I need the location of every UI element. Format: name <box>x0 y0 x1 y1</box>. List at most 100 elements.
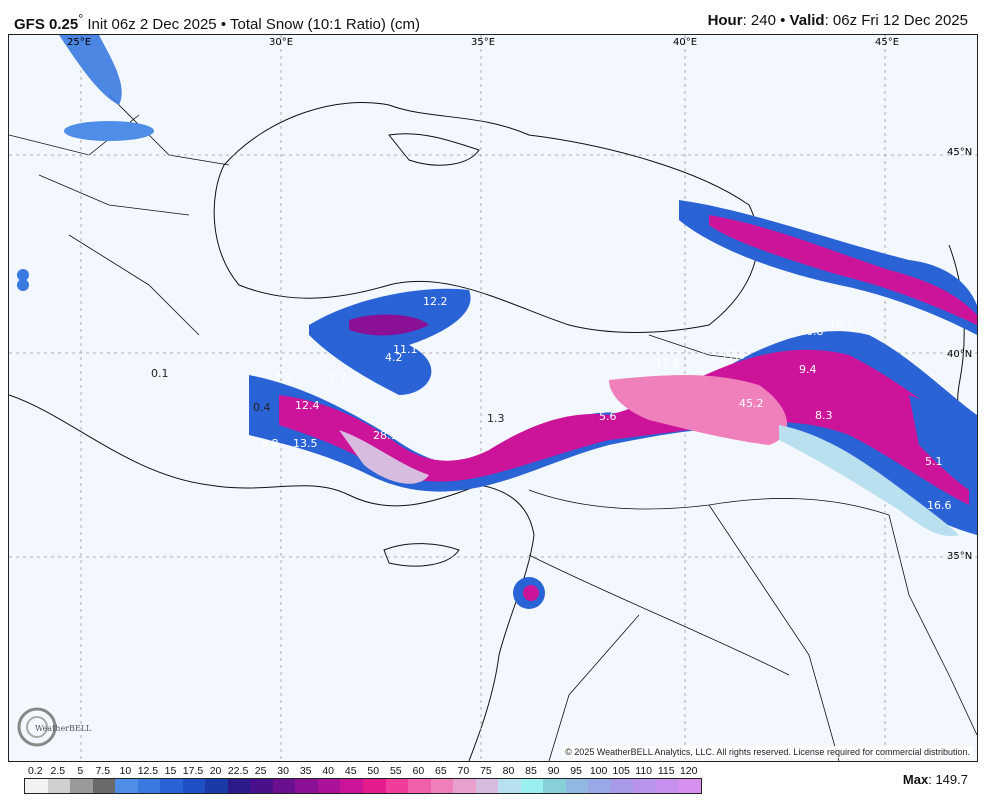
hour-label: Hour <box>707 12 743 29</box>
legend-swatch <box>137 779 161 793</box>
hour-value: 240 <box>750 12 776 29</box>
value-label: 0.4 <box>253 401 271 414</box>
legend-label: 80 <box>502 765 515 777</box>
mediterranean-coast <box>9 394 535 761</box>
value-label: 17.9 <box>721 349 746 362</box>
legend-swatch <box>227 779 251 793</box>
legend-label: 90 <box>547 765 560 777</box>
legend-label: 75 <box>480 765 492 777</box>
legend-label: 17.5 <box>182 765 204 777</box>
legend-label: 100 <box>589 765 608 777</box>
header-right: Hour: 240 • Valid: 06z Fri 12 Dec 2025 <box>707 12 968 29</box>
graticule <box>9 35 977 761</box>
legend-swatch <box>295 779 318 793</box>
value-label: 0.1 <box>151 367 169 380</box>
map-panel: 25°E 30°E 35°E 40°E 45°E 45°N 40°N 35°N … <box>8 34 978 762</box>
value-label: 3.8 <box>274 371 292 384</box>
legend-swatch <box>520 779 544 793</box>
legend-swatch <box>655 779 679 793</box>
legend-swatch <box>678 779 701 793</box>
legend-swatch <box>453 779 476 793</box>
snow-swaths <box>17 35 977 609</box>
cyprus-outline <box>383 543 460 567</box>
legend-swatch <box>408 779 431 793</box>
lat-label: 45°N <box>947 147 972 158</box>
lat-label: 35°N <box>947 551 972 562</box>
value-label: 28.1 <box>373 429 398 442</box>
header-left: GFS 0.25° Init 06z 2 Dec 2025 • Total Sn… <box>14 12 420 33</box>
degree-mark: ° <box>78 12 84 26</box>
legend-label: 25 <box>254 765 267 777</box>
value-label: 5.6 <box>599 410 617 423</box>
legend-swatch <box>610 779 634 793</box>
legend-swatch <box>70 779 93 793</box>
legend-swatch <box>633 779 656 793</box>
legend-label: 0.2 <box>27 765 43 777</box>
separator: • <box>220 16 227 33</box>
legend-label: 70 <box>457 765 470 777</box>
legend-label: 40 <box>322 765 335 777</box>
longitude-labels: 25°E 30°E 35°E 40°E 45°E <box>67 37 899 48</box>
header: GFS 0.25° Init 06z 2 Dec 2025 • Total Sn… <box>0 0 984 34</box>
logo-text: WeatherBELL <box>35 724 92 733</box>
legend-label: 55 <box>389 765 402 777</box>
black-sea <box>213 102 759 333</box>
value-label: 45.2 <box>739 397 764 410</box>
legend-label: 120 <box>679 765 698 777</box>
lon-label: 30°E <box>269 37 293 48</box>
legend-swatch <box>565 779 589 793</box>
legend-label: 10 <box>119 765 132 777</box>
crimea-outline <box>388 133 480 166</box>
value-label: 11.8 <box>655 357 680 370</box>
swirl-logo-icon: WeatherBELL <box>17 707 92 747</box>
legend-label: 85 <box>525 765 537 777</box>
legend-swatch <box>160 779 183 793</box>
lon-label: 45°E <box>875 37 899 48</box>
value-label: 5.1 <box>925 455 943 468</box>
legend-label: 7.5 <box>95 765 111 777</box>
legend-swatch <box>272 779 296 793</box>
legend-swatch <box>25 779 48 793</box>
value-label: 1.3 <box>487 412 505 425</box>
legend-swatch <box>340 779 363 793</box>
max-value-box: Max: 149.7 <box>902 772 968 787</box>
value-label: 11.1 <box>393 343 418 356</box>
copyright-notice: © 2025 WeatherBELL Analytics, LLC. All r… <box>562 746 973 758</box>
model-name: GFS 0.25 <box>14 16 79 33</box>
value-label: 3.7 <box>329 371 347 384</box>
legend-label: 95 <box>570 765 582 777</box>
legend-label: 2.5 <box>50 765 66 777</box>
legend-label: 30 <box>277 765 289 777</box>
legend-swatch <box>498 779 521 793</box>
map-svg: 25°E 30°E 35°E 40°E 45°E 45°N 40°N 35°N … <box>9 35 977 761</box>
legend-swatch <box>182 779 206 793</box>
value-label: 8.8 <box>261 437 279 450</box>
legend-label: 105 <box>612 765 630 777</box>
value-label: 12.2 <box>423 295 448 308</box>
max-value: 149.7 <box>935 772 968 787</box>
value-label: 13.5 <box>293 437 318 450</box>
legend-swatch <box>250 779 273 793</box>
legend-label: 12.5 <box>137 765 159 777</box>
legend-label: 20 <box>209 765 222 777</box>
latitude-labels: 45°N 40°N 35°N <box>947 147 972 562</box>
legend-label: 115 <box>657 765 675 777</box>
legend-swatch <box>385 779 409 793</box>
legend-swatch <box>205 779 228 793</box>
value-label: 12.4 <box>295 399 320 412</box>
value-label: 16.6 <box>927 499 952 512</box>
value-label: 16.8 <box>799 325 824 338</box>
legend-swatch <box>115 779 138 793</box>
legend-swatch <box>47 779 71 793</box>
legend-swatch <box>588 779 611 793</box>
lon-label: 40°E <box>673 37 697 48</box>
max-label: Max <box>902 772 929 787</box>
legend-label: 50 <box>367 765 380 777</box>
legend-labels: 0.2 2.5 5 7.5 10 12.5 15 17.5 20 22.5 25 30 35 40 45 50… <box>24 765 700 777</box>
legend-label: 110 <box>635 765 653 777</box>
legend-label: 35 <box>299 765 312 777</box>
legend-label: 65 <box>435 765 447 777</box>
valid-label: Valid <box>789 12 825 29</box>
value-label: 4.2 <box>385 351 403 364</box>
legend-label: 60 <box>412 765 425 777</box>
